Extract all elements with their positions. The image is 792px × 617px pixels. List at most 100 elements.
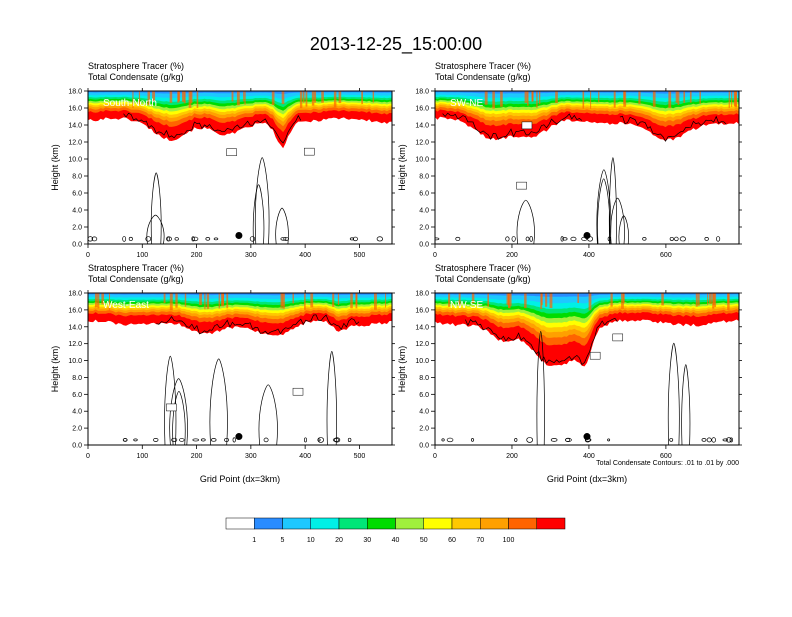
y-tick-label: 10.0: [68, 358, 82, 365]
y-tick-label: 16.0: [415, 106, 429, 113]
condensate-contour-tower: [146, 214, 165, 244]
condensate-contour-tower: [209, 358, 228, 445]
condensate-contour-anvil: [123, 112, 302, 144]
condensate-contour-tower: [252, 184, 265, 244]
y-axis-label: Height (km): [50, 346, 60, 393]
tracer-streak: [623, 91, 627, 107]
tracer-streak: [524, 293, 527, 309]
colorbar-label: 50: [420, 537, 428, 544]
panel-sw-ne: Stratosphere Tracer (%)Total Condensate …: [397, 61, 742, 259]
condensate-contour-blob: [514, 437, 518, 442]
panel-nw-se: Stratosphere Tracer (%)Total Condensate …: [397, 263, 742, 484]
x-tick-label: 0: [433, 252, 437, 259]
condensate-contour-tower: [275, 207, 289, 244]
x-tick-label: 500: [354, 453, 366, 460]
figure-title: 2013-12-25_15:00:00: [310, 34, 482, 55]
colorbar-swatch: [423, 517, 453, 530]
y-tick-label: 16.0: [68, 106, 82, 113]
condensate-contour-blob: [470, 438, 475, 442]
tracer-streak: [652, 91, 656, 107]
plot-area: [435, 293, 739, 445]
condensate-contour-blob: [669, 236, 674, 241]
tracer-streak: [621, 293, 624, 309]
condensate-contour-blob: [455, 236, 461, 241]
condensate-contour-blob: [642, 237, 647, 241]
tracer-streak: [292, 293, 294, 304]
condensate-contour-blob: [210, 438, 217, 442]
panels: Stratosphere Tracer (%)Total Condensate …: [50, 61, 742, 484]
condensate-contour-blob: [128, 236, 133, 241]
condensate-contour-blob: [191, 236, 195, 242]
x-tick-label: 400: [583, 453, 595, 460]
panel-west-east: Stratosphere Tracer (%)Total Condensate …: [50, 263, 395, 484]
x-tick-label: 100: [136, 453, 148, 460]
condensate-contour-blob: [249, 236, 256, 242]
condensate-contour-tower: [681, 364, 691, 445]
tracer-streak: [385, 293, 387, 308]
tracer-streak: [695, 293, 698, 307]
condensate-contour-blob: [332, 438, 340, 442]
panel-label: SW-NE: [450, 98, 483, 109]
condensate-contour-tower: [172, 390, 186, 445]
tracer-streak: [321, 91, 324, 103]
y-tick-label: 8.0: [419, 174, 429, 181]
condensate-contour-blob: [263, 437, 269, 443]
tracer-streak: [683, 91, 686, 103]
panel-label: West-East: [103, 300, 149, 311]
tracer-streak: [712, 293, 715, 306]
condensate-contour-blob: [562, 237, 568, 241]
tracer-streak: [204, 293, 206, 310]
tracer-streak: [661, 293, 664, 306]
tracer-streak: [448, 293, 451, 307]
colorbar-swatch: [310, 517, 340, 530]
y-tick-label: 16.0: [415, 307, 429, 314]
colorbar-label: 1: [252, 537, 256, 544]
tracer-streak: [361, 91, 364, 104]
tracer-streak: [731, 91, 733, 107]
tracer-streak: [311, 91, 315, 106]
condensate-contour-tower: [596, 169, 612, 244]
tracer-streak: [689, 91, 692, 103]
tracer-streak: [588, 293, 592, 311]
tracer-streak: [244, 91, 246, 105]
tracer-streak: [536, 91, 538, 108]
tracer-streak: [545, 293, 548, 307]
tracer-streak: [281, 91, 285, 105]
tracer-streak: [271, 91, 275, 105]
colorbar-swatch: [395, 517, 424, 530]
tracer-streak: [196, 91, 199, 109]
condensate-contour-blob: [529, 236, 533, 242]
tracer-streak: [500, 91, 503, 107]
tracer-streak: [299, 91, 303, 109]
condensate-contour-tower: [516, 199, 535, 244]
tracer-streak: [668, 91, 672, 109]
tracer-streak: [147, 91, 151, 106]
tracer-streak: [484, 91, 488, 105]
condensate-contour-blob: [607, 236, 611, 242]
tracer-streak: [231, 91, 234, 102]
y-tick-label: 4.0: [72, 208, 82, 215]
tracer-streak: [182, 91, 185, 102]
condensate-contour-blob: [213, 237, 219, 241]
colorbar-label: 40: [392, 537, 400, 544]
tracer-streak: [163, 293, 166, 304]
condensate-contour-blob: [192, 236, 199, 242]
condensate-contour-blob: [153, 438, 159, 442]
tracer-streak: [282, 293, 285, 309]
x-tick-label: 600: [660, 252, 672, 259]
location-marker: [235, 433, 243, 441]
y-tick-label: 18.0: [68, 89, 82, 96]
condensate-contour-blob: [122, 236, 127, 242]
condensate-contour-blob: [283, 236, 289, 241]
x-tick-label: 0: [86, 453, 90, 460]
tracer-streak: [540, 293, 543, 310]
condensate-contour-blob: [706, 437, 712, 443]
y-tick-label: 18.0: [415, 291, 429, 298]
condensate-contour-blob: [304, 437, 307, 443]
panel-south-north: Stratosphere Tracer (%)Total Condensate …: [50, 61, 395, 259]
tracer-band: [435, 91, 739, 94]
condensate-contours: [441, 317, 733, 445]
y-tick-label: 0.0: [419, 443, 429, 450]
tracer-streak: [374, 293, 377, 310]
tracer-streak: [531, 91, 534, 102]
